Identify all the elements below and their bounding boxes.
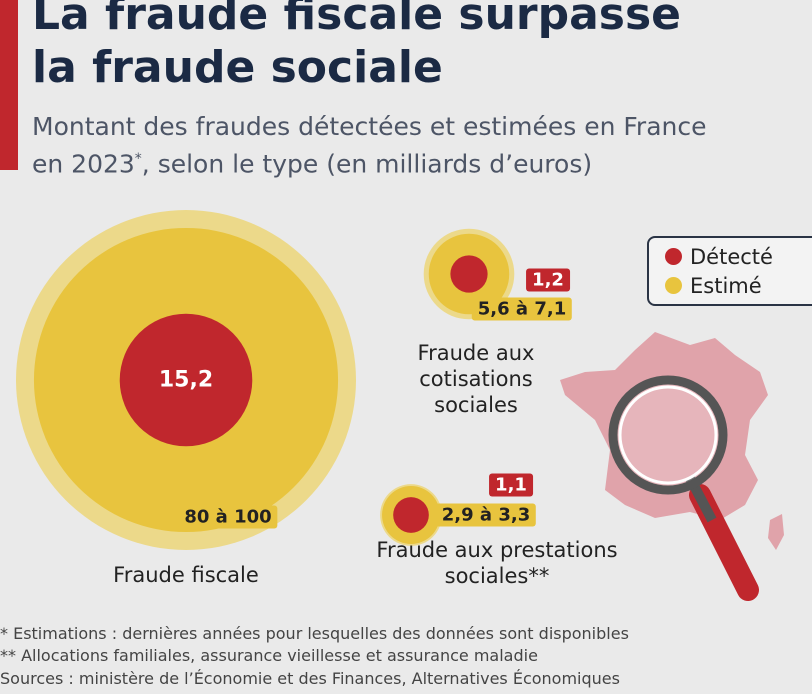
france-map — [560, 332, 784, 550]
detected — [450, 255, 488, 293]
subtitle-note: * — [134, 151, 142, 167]
detected-label: 15,2 — [158, 367, 214, 393]
legend-dot — [665, 277, 682, 294]
detected — [393, 497, 429, 533]
magnifier — [608, 375, 759, 601]
footnote: ** Allocations familiales, assurance vie… — [0, 646, 538, 665]
subtitle: Montant des fraudes détectées et estimée… — [32, 110, 732, 180]
title: La fraude fiscale surpasse la fraude soc… — [32, 0, 681, 93]
legend-dot — [665, 248, 682, 265]
legend: Détecté Estimé — [647, 236, 812, 306]
category-label: Fraude aux prestations sociales** — [376, 538, 618, 588]
footnote: * Estimations : dernières années pour le… — [0, 624, 629, 643]
category-label: Fraude fiscale — [113, 563, 259, 587]
detected-label: 1,2 — [526, 268, 570, 292]
detected — [119, 313, 253, 447]
legend-entry: Estimé — [665, 271, 812, 300]
category-label: Fraude aux cotisations sociales — [417, 341, 535, 417]
estimate-label: 2,9 à 3,3 — [435, 503, 537, 527]
estimate-label: 80 à 100 — [178, 505, 278, 529]
legend-entry: Détecté — [665, 242, 812, 271]
accent-bar — [0, 0, 18, 170]
subtitle-text: , selon le type (en milliards d’euros) — [141, 149, 593, 179]
legend-label: Estimé — [690, 273, 762, 298]
subtitle-text: Montant des fraudes détectées et estimée… — [32, 112, 707, 179]
detected-label: 1,1 — [489, 473, 533, 497]
estimate-label: 5,6 à 7,1 — [471, 297, 573, 321]
source: Sources : ministère de l’Économie et des… — [0, 669, 620, 688]
legend-label: Détecté — [690, 244, 773, 269]
